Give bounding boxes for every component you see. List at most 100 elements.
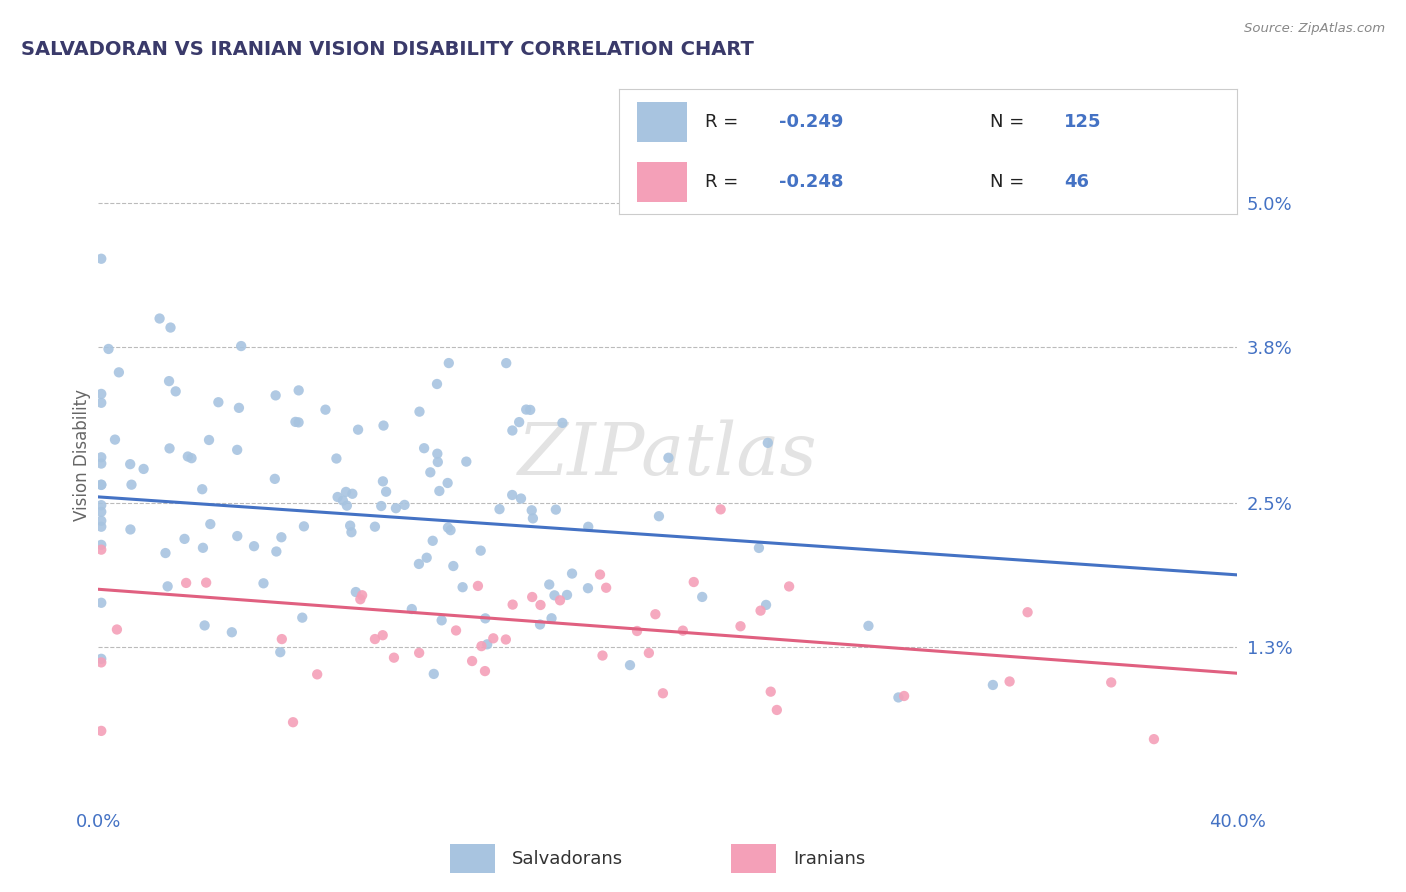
Point (672, 624, 695, 638)
Point (173, 532, 195, 546)
Point (252, 576, 274, 591)
Point (90, 652, 112, 666)
Point (561, 566, 583, 581)
Point (155, 546, 177, 560)
Text: N =: N = (990, 173, 1029, 191)
Point (998, 674, 1021, 689)
Point (266, 544, 288, 558)
Point (419, 466, 441, 480)
Point (385, 501, 408, 516)
Point (748, 541, 770, 555)
Point (495, 632, 517, 647)
Point (347, 423, 370, 437)
Point (281, 715, 304, 730)
Text: Salvadorans: Salvadorans (512, 849, 623, 868)
Text: -0.249: -0.249 (779, 112, 844, 130)
Point (221, 625, 243, 640)
Point (270, 530, 292, 544)
Point (352, 588, 374, 602)
Point (264, 388, 287, 402)
Point (90, 478, 112, 492)
Point (121, 477, 143, 491)
Point (543, 588, 565, 602)
Point (401, 602, 423, 616)
Point (90, 519, 112, 533)
Point (515, 402, 537, 417)
Point (427, 483, 450, 498)
Point (292, 519, 315, 533)
Point (195, 575, 218, 590)
Point (291, 610, 314, 624)
Point (342, 487, 364, 501)
Point (755, 598, 778, 612)
Point (90, 656, 112, 670)
Point (495, 356, 517, 370)
Point (194, 618, 217, 632)
Point (408, 646, 430, 660)
Point (657, 450, 679, 465)
Point (90, 457, 112, 471)
Point (589, 567, 612, 582)
Point (595, 581, 617, 595)
Point (174, 575, 197, 590)
Point (408, 404, 430, 418)
Point (336, 499, 359, 513)
Point (644, 607, 666, 622)
Point (1099, 675, 1122, 690)
Text: R =: R = (706, 173, 744, 191)
Bar (637, 161, 686, 202)
Point (638, 646, 661, 660)
Point (437, 356, 460, 370)
Point (467, 579, 489, 593)
Point (191, 541, 214, 555)
Point (766, 703, 789, 717)
Point (426, 376, 449, 391)
Point (477, 637, 499, 651)
Bar (637, 102, 686, 142)
Point (90, 514, 112, 528)
Point (90, 538, 112, 552)
Point (314, 402, 336, 417)
Point (444, 624, 467, 638)
Point (270, 632, 292, 646)
Point (544, 502, 567, 516)
Point (555, 588, 578, 602)
Point (198, 433, 221, 447)
Point (981, 678, 1004, 692)
Point (437, 520, 460, 534)
Point (436, 475, 458, 490)
Point (423, 667, 446, 681)
Point (332, 493, 354, 508)
Point (540, 611, 562, 625)
Point (690, 590, 713, 604)
Point (243, 539, 266, 553)
Point (339, 518, 361, 533)
Point (90, 596, 112, 610)
Point (529, 617, 551, 632)
Point (90, 505, 112, 519)
Point (519, 403, 541, 417)
Point (1017, 605, 1039, 619)
Point (269, 645, 291, 659)
Point (426, 447, 449, 461)
Point (228, 401, 250, 415)
Point (371, 628, 394, 642)
Text: 125: 125 (1064, 112, 1101, 130)
Point (470, 543, 492, 558)
Point (263, 472, 285, 486)
Point (340, 525, 363, 540)
Point (887, 690, 910, 705)
Point (529, 598, 551, 612)
Point (474, 664, 496, 678)
Point (426, 455, 449, 469)
Point (97, 342, 120, 356)
Point (349, 592, 371, 607)
Point (893, 689, 915, 703)
Text: 46: 46 (1064, 173, 1090, 191)
Point (207, 395, 229, 409)
Point (778, 579, 800, 593)
Point (451, 580, 474, 594)
Point (326, 490, 349, 504)
Point (370, 499, 392, 513)
Text: SALVADORAN VS IRANIAN VISION DISABILITY CORRELATION CHART: SALVADORAN VS IRANIAN VISION DISABILITY … (21, 40, 754, 59)
